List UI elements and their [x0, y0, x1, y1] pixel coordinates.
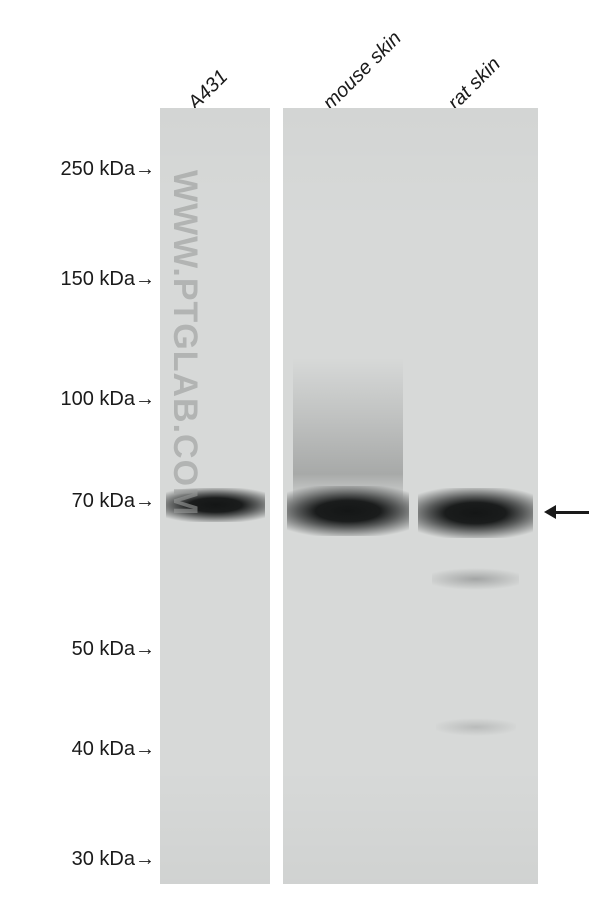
- gel-shade: [413, 108, 538, 884]
- band-a431-70kda: [166, 488, 265, 522]
- gel-shade: [160, 108, 270, 884]
- mw-marker-150: 150 kDa→: [0, 268, 155, 291]
- mw-marker-40: 40 kDa→: [0, 738, 155, 761]
- band-mouse-70kda: [287, 486, 409, 536]
- blot-strip-a431: [160, 108, 270, 884]
- band-mouse-smear: [293, 358, 402, 503]
- band-indicator-arrow: [544, 505, 590, 519]
- mw-marker-100: 100 kDa→: [0, 388, 155, 411]
- lane-label-rat-skin: rat skin: [444, 53, 506, 115]
- blot-strip-mouse-skin: [283, 108, 413, 884]
- lane-label-mouse-skin: mouse skin: [319, 27, 407, 115]
- mw-marker-50: 50 kDa→: [0, 638, 155, 661]
- mw-marker-250: 250 kDa→: [0, 158, 155, 181]
- band-rat-70kda: [418, 488, 533, 538]
- mw-marker-70: 70 kDa→: [0, 490, 155, 513]
- mw-marker-30: 30 kDa→: [0, 848, 155, 871]
- gel-shade: [283, 108, 413, 884]
- band-rat-faint-2: [436, 718, 516, 736]
- western-blot-figure: A431 mouse skin rat skin 250 kDa→ 150 kD…: [0, 0, 600, 903]
- blot-strip-rat-skin: [413, 108, 538, 884]
- arrow-shaft: [555, 511, 589, 514]
- band-rat-faint-1: [432, 568, 520, 590]
